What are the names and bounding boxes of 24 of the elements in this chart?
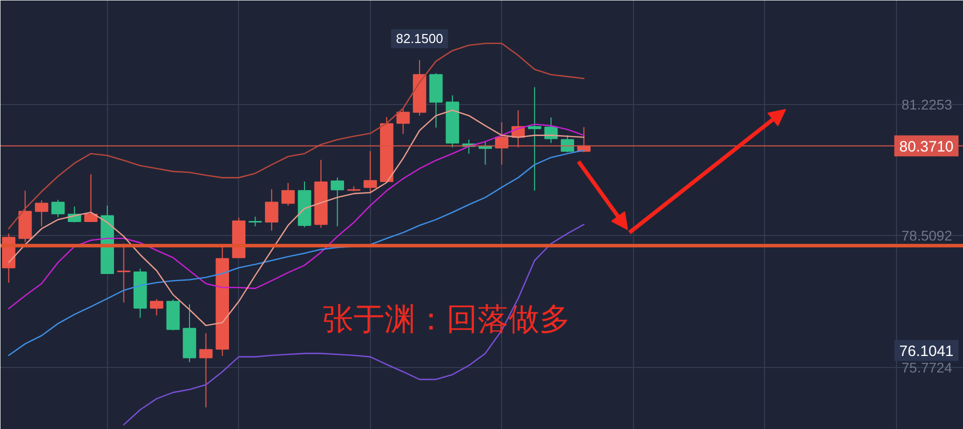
candlestick — [330, 177, 344, 227]
candlestick — [560, 134, 574, 153]
candlestick — [84, 174, 98, 222]
candlestick — [150, 298, 164, 316]
line-series — [123, 224, 585, 426]
ref-line-label: 80.3710 — [899, 138, 954, 156]
candlestick — [396, 108, 410, 134]
candlestick — [281, 182, 295, 206]
candlestick — [34, 200, 48, 227]
candlestick — [117, 243, 130, 303]
candlestick — [264, 188, 278, 232]
candlestick — [51, 199, 65, 218]
line-series — [8, 42, 585, 230]
annotation: 张于渊：回落做多 — [322, 302, 570, 338]
candlestick — [364, 150, 377, 194]
candlestick — [528, 86, 542, 192]
annotation: 82.1500 — [396, 31, 444, 46]
text: 76.1041 — [899, 343, 954, 360]
y-tick-label: 75.7724 — [902, 359, 952, 376]
y-tick-label: 81.2253 — [902, 96, 952, 113]
candlestick — [495, 122, 508, 166]
y-tick-label: 78.5092 — [902, 228, 952, 244]
candlestick — [199, 332, 213, 408]
candlestick — [248, 216, 262, 227]
